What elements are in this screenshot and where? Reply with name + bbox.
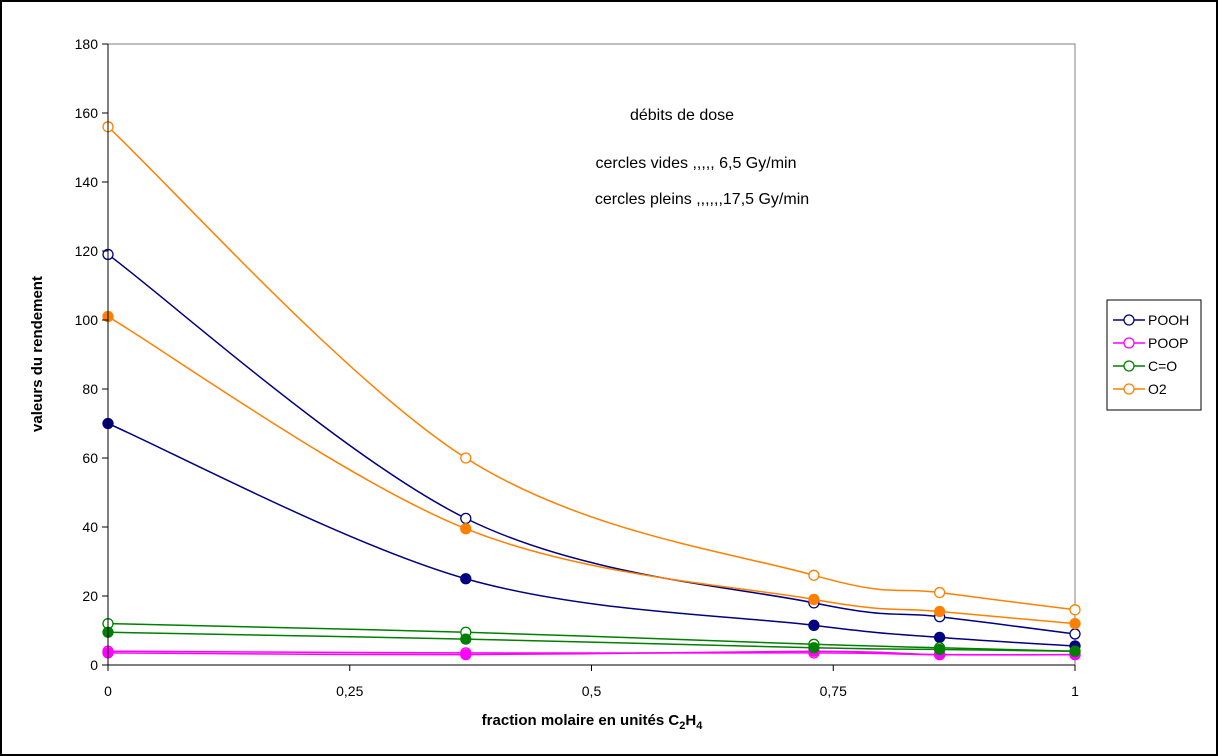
data-point-pooh-filled-1 [460,573,472,585]
x-axis-title-sub2: 4 [696,720,703,732]
x-tick-label-1: 0,25 [336,683,363,699]
series-line-co-open [107,622,1076,652]
y-tick-label-2: 40 [82,519,98,535]
data-point-o2-open-2 [808,569,820,581]
series-line-co-filled [107,631,1076,652]
annotation-line-3: cercles pleins ,,,,,,17,5 Gy/min [595,191,809,208]
x-axis-title-main: fraction molaire en unités C [482,712,680,729]
x-tick-label-3: 0,75 [820,683,847,699]
legend-marker-c-o [1123,360,1135,372]
x-tick-label-2: 0,5 [582,683,602,699]
y-tick-label-8: 160 [75,105,99,121]
data-point-co-filled-1 [460,633,472,645]
data-point-pooh-filled-2 [808,619,820,631]
data-point-poop-filled-1 [460,649,472,661]
legend-label-poop: POOP [1148,335,1188,351]
legend-box [1106,299,1202,411]
data-point-co-filled-3 [933,643,946,656]
legend-marker-pooh [1123,314,1135,326]
legend-label-pooh: POOH [1148,312,1189,328]
y-axis-title: valeurs du rendement [29,276,46,432]
y-tick-label-1: 20 [82,588,98,604]
y-tick-label-9: 180 [75,36,99,52]
data-point-o2-open-1 [460,452,472,464]
data-point-pooh-filled-3 [933,631,946,644]
annotation-line-1: débits de dose [630,107,734,124]
legend-marker-poop [1123,337,1135,349]
data-point-o2-open-4 [1069,604,1081,616]
data-point-co-filled-4 [1069,645,1081,657]
legend-marker-o2 [1123,383,1135,395]
series-layer [102,121,1081,661]
data-point-o2-filled-1 [460,523,472,535]
legend: POOH POOP C=O O2 [1106,299,1202,411]
series-line-o2-filled [107,315,1076,625]
data-point-o2-open-3 [933,586,946,599]
legend-label-o2: O2 [1148,381,1167,397]
data-point-o2-filled-3 [933,605,946,618]
x-tick-label-4: 1 [1071,683,1079,699]
legend-items: POOH POOP C=O O2 [1113,312,1189,397]
x-axis-title-sub1: 2 [679,720,685,732]
y-tick-label-6: 120 [75,243,99,259]
x-tick-label-0: 0 [104,683,112,699]
data-point-o2-filled-2 [808,593,820,606]
y-tick-label-3: 60 [82,450,98,466]
axes-layer: 0 20 40 60 80 100 120 140 160 180 0 0,25 0,5 0,75 1 [75,36,1079,699]
annotation-line-2: cercles vides ,,,,, 6,5 Gy/min [596,155,797,172]
y-tick-label-0: 0 [90,657,98,673]
series-line-poop-filled [107,650,1076,656]
data-point-pooh-open-1 [460,512,472,525]
series-line-pooh-filled [107,422,1076,647]
y-tick-label-5: 100 [75,312,99,328]
data-point-pooh-open-4 [1069,628,1081,640]
plot-area [107,43,1076,666]
series-line-o2-open [107,126,1076,611]
data-point-o2-filled-4 [1069,617,1081,630]
y-tick-label-4: 80 [82,381,98,397]
data-point-co-filled-2 [808,642,820,654]
legend-label-c-o: C=O [1148,358,1177,374]
x-axis-title: fraction molaire en unités C2H4 [482,712,704,732]
x-axis-title-mid: H [685,712,696,729]
y-tick-label-7: 140 [75,174,99,190]
